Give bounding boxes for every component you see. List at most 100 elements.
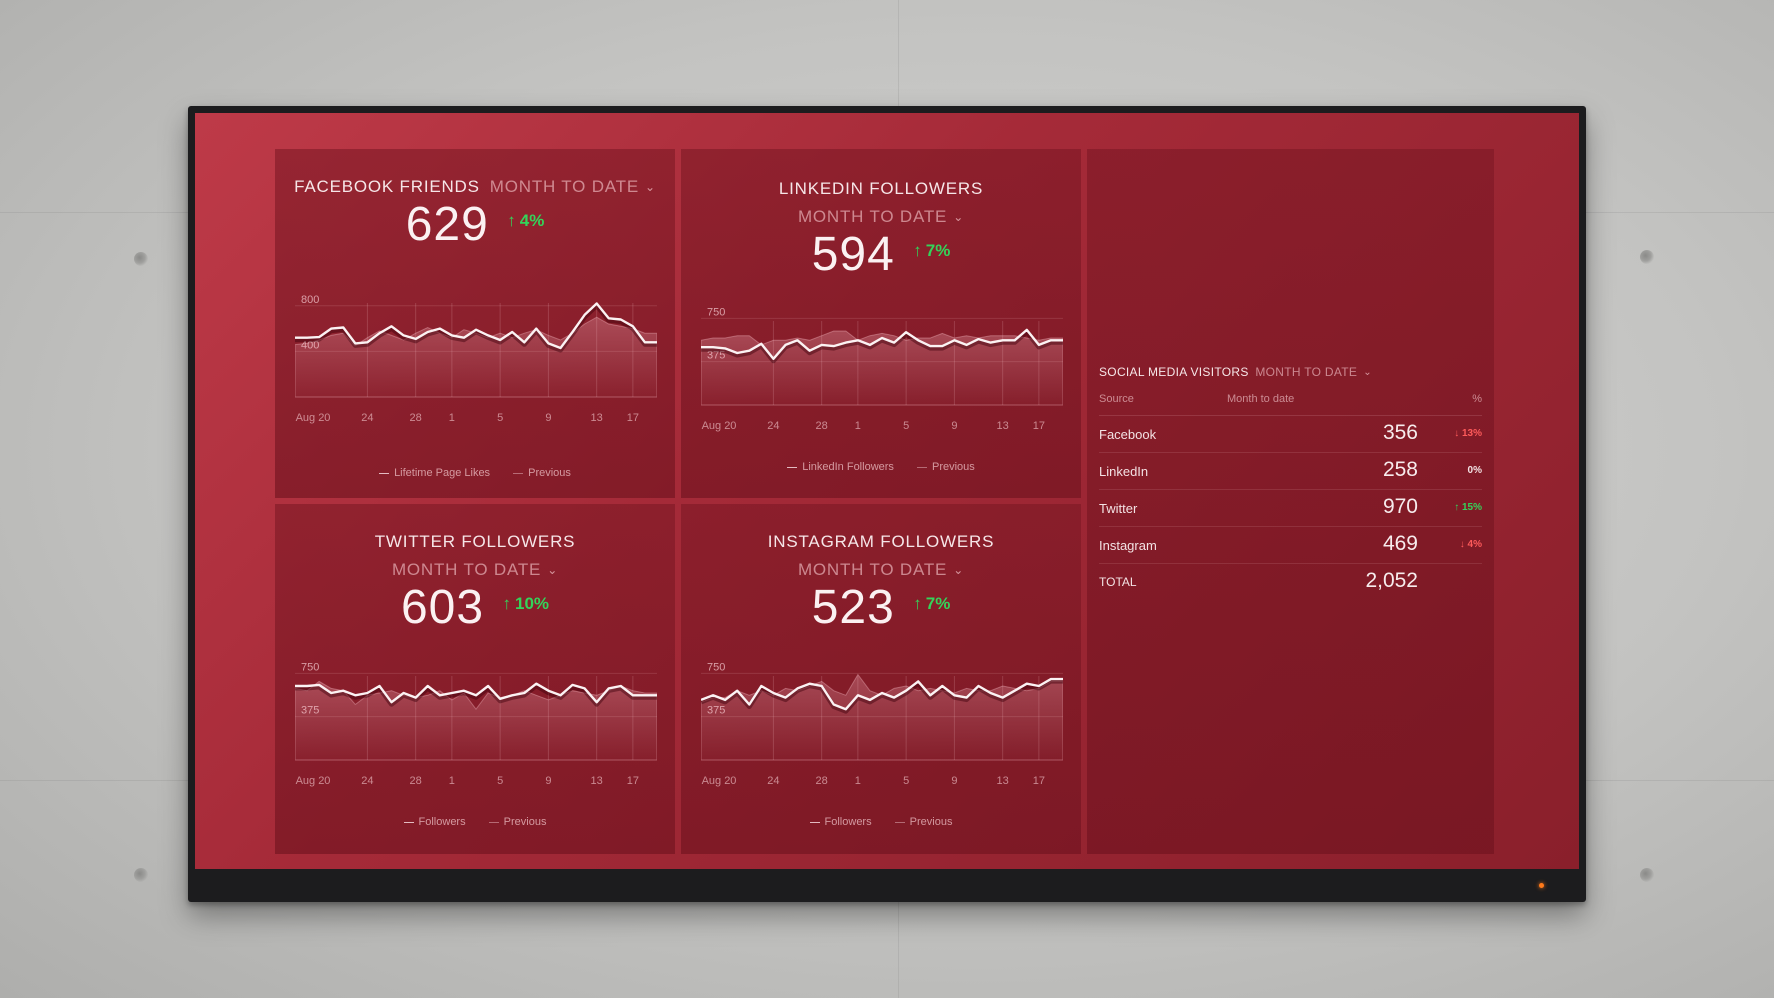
row-percent: 0%: [1468, 465, 1482, 476]
chevron-down-icon: ⌄: [547, 563, 559, 577]
x-tick-label: Aug 20: [702, 775, 737, 787]
col-percent: %: [1472, 393, 1482, 405]
col-source: Source: [1099, 393, 1134, 405]
legend-current-label: Lifetime Page Likes: [394, 467, 491, 479]
period-label: MONTH TO DATE: [797, 207, 948, 226]
total-value: 2,052: [1365, 569, 1418, 592]
tv-display: FACEBOOK FRIENDS MONTH TO DATE ⌄ 629 ↑ 4% …: [188, 106, 1586, 902]
kpi-delta: ↑ 4%: [507, 211, 544, 230]
legend-line-icon: [488, 821, 499, 823]
row-value: 356: [1382, 421, 1418, 444]
kpi-delta: ↑ 7%: [913, 594, 950, 613]
y-tick-label: 750: [707, 306, 725, 318]
x-tick-label: 28: [410, 412, 422, 424]
period-selector[interactable]: MONTH TO DATE ⌄: [681, 207, 1081, 227]
series-current-line: [295, 302, 657, 350]
power-led: [1539, 883, 1544, 888]
panel-header: INSTAGRAM FOLLOWERS MONTH TO DATE ⌄: [681, 532, 1081, 580]
chevron-down-icon: ⌄: [953, 210, 965, 224]
series-current-shadow: [295, 303, 657, 353]
legend-line-icon: [916, 466, 927, 468]
row-percent-value: 13%: [1461, 428, 1482, 439]
x-tick-label: 1: [449, 412, 455, 424]
x-tick-label: 13: [591, 775, 603, 787]
legend-previous: Previous: [916, 461, 975, 473]
chart-legend: Followers Previous: [275, 816, 675, 828]
x-tick-label: 13: [591, 412, 603, 424]
period-selector[interactable]: MONTH TO DATE ⌄: [681, 560, 1081, 580]
arrow-up-icon: ↑: [507, 211, 516, 230]
col-month-to-date: Month to date: [1227, 393, 1295, 405]
visitors-table: SOCIAL MEDIA VISITORS MONTH TO DATE ⌄ Sou…: [1099, 365, 1482, 600]
x-tick-label: 9: [545, 775, 551, 787]
panel-header: LINKEDIN FOLLOWERS MONTH TO DATE ⌄: [681, 179, 1081, 227]
period-label: MONTH TO DATE: [489, 177, 640, 196]
x-tick-label: 28: [410, 775, 422, 787]
legend-line-icon: [787, 466, 798, 468]
kpi-value: 523: [811, 581, 895, 634]
table-row: Twitter 970 ↑ 15%: [1099, 490, 1482, 527]
x-tick-label: 5: [497, 412, 503, 424]
period-selector[interactable]: MONTH TO DATE ⌄: [275, 560, 675, 580]
row-value: 970: [1382, 495, 1418, 518]
table-row: Facebook 356 ↓ 13%: [1099, 416, 1482, 453]
x-tick-label: 5: [497, 775, 503, 787]
legend-current: Followers: [809, 816, 872, 828]
legend-line-icon: [379, 472, 390, 474]
legend-current: Followers: [403, 816, 466, 828]
visitors-title: SOCIAL MEDIA VISITORS: [1099, 365, 1249, 379]
panel-instagram-followers: INSTAGRAM FOLLOWERS MONTH TO DATE ⌄ 523 ↑…: [681, 504, 1081, 854]
chevron-down-icon: ⌄: [1363, 367, 1372, 378]
kpi-row: 594 ↑ 7%: [681, 227, 1081, 282]
row-percent: ↓ 4%: [1460, 539, 1482, 550]
chart-legend: Lifetime Page Likes Previous: [275, 467, 675, 479]
x-tick-label: 28: [816, 775, 828, 787]
period-selector[interactable]: MONTH TO DATE ⌄: [484, 177, 656, 196]
series-previous-area: [701, 330, 1063, 406]
panel-title: LINKEDIN FOLLOWERS: [778, 179, 984, 198]
legend-previous: Previous: [894, 816, 952, 828]
row-source: Twitter: [1099, 501, 1138, 516]
kpi-delta: ↑ 10%: [503, 594, 550, 613]
legend-previous-label: Previous: [931, 461, 975, 473]
table-row: LinkedIn 258 0%: [1099, 453, 1482, 490]
period-label: MONTH TO DATE: [797, 560, 948, 579]
panel-header: FACEBOOK FRIENDS MONTH TO DATE ⌄: [275, 177, 675, 197]
legend-current-label: Followers: [418, 816, 466, 828]
row-percent-value: 15%: [1461, 502, 1482, 513]
y-tick-label: 750: [707, 661, 725, 673]
panel-title: TWITTER FOLLOWERS: [374, 532, 576, 551]
panel-social-media-visitors: SOCIAL MEDIA VISITORS MONTH TO DATE ⌄ Sou…: [1087, 149, 1494, 854]
x-tick-label: Aug 20: [702, 420, 737, 432]
period-label: MONTH TO DATE: [391, 560, 542, 579]
panel-facebook-friends: FACEBOOK FRIENDS MONTH TO DATE ⌄ 629 ↑ 4% …: [275, 149, 675, 498]
x-tick-label: 9: [951, 775, 957, 787]
legend-previous: Previous: [488, 816, 546, 828]
arrow-up-icon: ↑: [913, 241, 922, 260]
table-header: Source Month to date %: [1099, 393, 1482, 416]
row-value: 258: [1382, 458, 1418, 481]
legend-line-icon: [894, 821, 905, 823]
x-tick-label: 9: [951, 420, 957, 432]
y-tick-label: 800: [301, 294, 319, 306]
x-tick-label: 9: [545, 412, 551, 424]
total-label: TOTAL: [1099, 575, 1137, 589]
period-selector[interactable]: MONTH TO DATE ⌄: [1255, 365, 1372, 379]
arrow-up-icon: ↑: [1454, 502, 1460, 513]
chart-legend: Followers Previous: [681, 816, 1081, 828]
x-tick-label: 1: [855, 420, 861, 432]
panel-linkedin-followers: LINKEDIN FOLLOWERS MONTH TO DATE ⌄ 594 ↑ 7…: [681, 149, 1081, 498]
arrow-up-icon: ↑: [913, 594, 922, 613]
x-tick-label: 5: [903, 420, 909, 432]
legend-current: Lifetime Page Likes: [379, 467, 490, 479]
series-previous-area: [701, 673, 1063, 761]
legend-line-icon: [513, 472, 524, 474]
dashboard-grid: FACEBOOK FRIENDS MONTH TO DATE ⌄ 629 ↑ 4% …: [275, 149, 1494, 854]
series-previous-area: [295, 316, 657, 398]
x-tick-label: 24: [361, 412, 373, 424]
kpi-value: 594: [811, 228, 895, 281]
kpi-value: 629: [405, 198, 489, 251]
row-percent-value: 0%: [1467, 465, 1482, 476]
